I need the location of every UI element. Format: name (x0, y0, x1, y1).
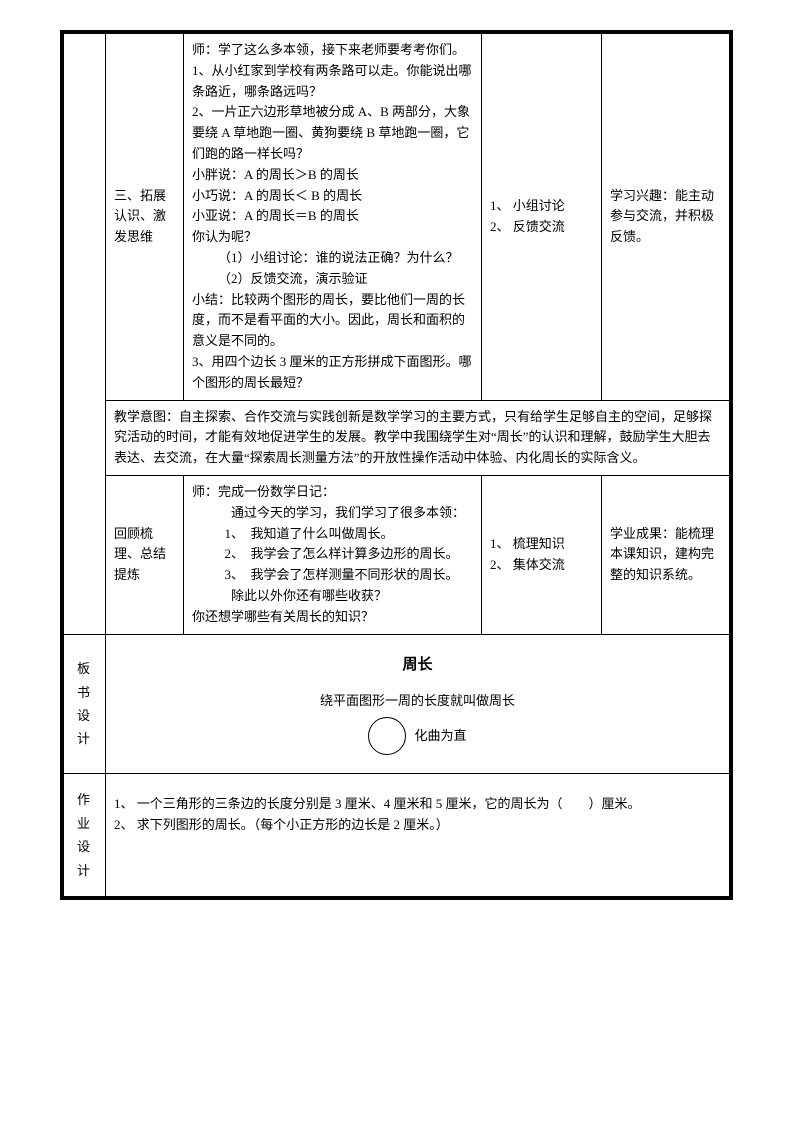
bb-tag: 化曲为直 (414, 726, 466, 747)
board-design: 周长 绕平面图形一周的长度就叫做周长 化曲为直 (106, 634, 730, 774)
list-item: 3、 我学会了怎样测量不同形状的周长。 (225, 565, 474, 586)
activity-line: 小亚说：A 的周长＝B 的周长 (192, 206, 473, 227)
activity-line: （2）反馈交流，演示验证 (192, 269, 473, 290)
bb-title: 周长 (114, 653, 721, 677)
bb-label: 板书设计 (64, 634, 106, 774)
lesson-plan-table: 三、拓展认识、激发思维 师：学了这么多本领，接下来老师要考考你们。 1、从小红家… (60, 30, 733, 900)
goal-cell: 学习兴趣：能主动参与交流，并积极反馈。 (602, 34, 730, 401)
hw-item: 1、 一个三角形的三条边的长度分别是 3 厘米、4 厘米和 5 厘米，它的周长为… (114, 794, 721, 815)
bb-subtitle: 绕平面图形一周的长度就叫做周长 (114, 691, 721, 712)
table-row: 作业设计 1、 一个三角形的三条边的长度分别是 3 厘米、4 厘米和 5 厘米，… (64, 774, 730, 897)
activity-line: 通过今天的学习，我们学习了很多本领： (192, 503, 473, 524)
teacher-activity: 师：完成一份数学日记： 通过今天的学习，我们学习了很多本领： 1、 我知道了什么… (184, 475, 482, 634)
activity-line: （1）小组讨论：谁的说法正确？为什么？ (192, 248, 473, 269)
table-row: 回顾梳理、总结提炼 师：完成一份数学日记： 通过今天的学习，我们学习了很多本领：… (64, 475, 730, 634)
list-text: 我学会了怎么样计算多边形的周长。 (251, 546, 459, 561)
activity-line: 师：学了这么多本领，接下来老师要考考你们。 (192, 40, 473, 61)
activity-line: 小巧说：A 的周长＜ B 的周长 (192, 186, 473, 207)
list-text: 我知道了什么叫做周长。 (251, 526, 394, 541)
activity-line: 3、用四个边长 3 厘米的正方形拼成下面图形。哪个图形的周长最短？ (192, 352, 473, 394)
hw-item: 2、 求下列图形的周长。（每个小正方形的边长是 2 厘米。） (114, 815, 721, 836)
activity-line: 除此以外你还有哪些收获？ (192, 586, 473, 607)
activity-line: 小胖说：A 的周长＞B 的周长 (192, 165, 473, 186)
section-label: 回顾梳理、总结提炼 (106, 475, 184, 634)
teacher-activity: 师：学了这么多本领，接下来老师要考考你们。 1、从小红家到学校有两条路可以走。你… (184, 34, 482, 401)
stage-blank-cell (64, 34, 106, 635)
activity-line: 师：完成一份数学日记： (192, 482, 473, 503)
section-label: 三、拓展认识、激发思维 (106, 34, 184, 401)
table-row: 三、拓展认识、激发思维 师：学了这么多本领，接下来老师要考考你们。 1、从小红家… (64, 34, 730, 401)
activity-line: 你认为呢？ (192, 227, 473, 248)
hw-label: 作业设计 (64, 774, 106, 897)
bb-diagram: 化曲为直 (114, 717, 721, 755)
activity-line: 小结：比较两个图形的周长，要比他们一周的长度，而不是看平面的大小。因此，周长和面… (192, 290, 473, 352)
list-item: 2、 我学会了怎么样计算多边形的周长。 (225, 544, 474, 565)
table-row: 教学意图：自主探索、合作交流与实践创新是数学学习的主要方式，只有给学生足够自主的… (64, 400, 730, 475)
circle-icon (368, 717, 406, 755)
activity-line: 你还想学哪些有关周长的知识？ (192, 607, 473, 628)
list-item: 1、 我知道了什么叫做周长。 (225, 524, 474, 545)
student-activity: 1、 梳理知识 2、 集体交流 (482, 475, 602, 634)
homework-design: 1、 一个三角形的三条边的长度分别是 3 厘米、4 厘米和 5 厘米，它的周长为… (106, 774, 730, 897)
student-activity: 1、 小组讨论 2、 反馈交流 (482, 34, 602, 401)
list-text: 我学会了怎样测量不同形状的周长。 (251, 567, 459, 582)
table-row: 板书设计 周长 绕平面图形一周的长度就叫做周长 化曲为直 (64, 634, 730, 774)
activity-line: 1、从小红家到学校有两条路可以走。你能说出哪条路近，哪条路远吗？ (192, 61, 473, 103)
goal-cell: 学业成果：能梳理本课知识，建构完整的知识系统。 (602, 475, 730, 634)
activity-line: 2、一片正六边形草地被分成 A、B 两部分，大象要绕 A 草地跑一圈、黄狗要绕 … (192, 102, 473, 164)
teaching-intent: 教学意图：自主探索、合作交流与实践创新是数学学习的主要方式，只有给学生足够自主的… (106, 400, 730, 475)
